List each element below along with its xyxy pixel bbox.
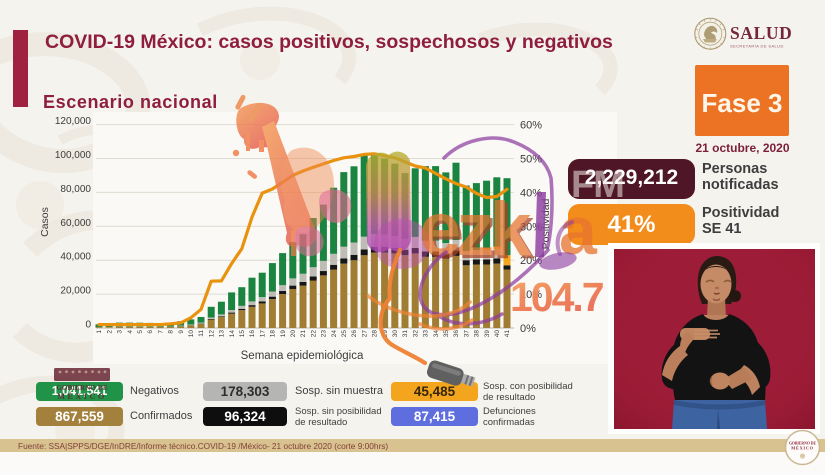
svg-text:8: 8 — [168, 330, 175, 334]
svg-text:7: 7 — [157, 330, 164, 334]
svg-text:Semana epidemiológica: Semana epidemiológica — [241, 350, 364, 362]
svg-text:MÉXICO: MÉXICO — [57, 391, 107, 401]
svg-text:14: 14 — [229, 330, 236, 338]
svg-text:10: 10 — [188, 330, 195, 338]
svg-text:40,000: 40,000 — [60, 252, 91, 263]
svg-text:12: 12 — [208, 330, 215, 338]
svg-text:17: 17 — [259, 330, 266, 338]
svg-text:5: 5 — [137, 330, 144, 334]
svg-text:36: 36 — [453, 330, 460, 338]
svg-text:26: 26 — [351, 330, 358, 338]
svg-text:10%: 10% — [520, 289, 542, 301]
svg-text:2: 2 — [106, 330, 113, 334]
svg-text:25: 25 — [341, 330, 348, 338]
svg-text:13: 13 — [219, 330, 226, 338]
svg-text:9: 9 — [178, 330, 185, 334]
svg-text:GOBIERNO DE: GOBIERNO DE — [56, 384, 108, 392]
svg-text:20,000: 20,000 — [60, 286, 91, 297]
svg-text:20: 20 — [290, 330, 297, 338]
svg-text:32: 32 — [412, 330, 419, 338]
svg-text:GOBIERNO DE: GOBIERNO DE — [789, 442, 817, 446]
svg-text:60%: 60% — [520, 120, 542, 132]
svg-text:40: 40 — [494, 330, 501, 338]
svg-text:24: 24 — [331, 330, 338, 338]
svg-text:18: 18 — [270, 330, 277, 338]
svg-text:4: 4 — [127, 330, 134, 334]
svg-text:FM: FM — [571, 164, 624, 206]
svg-text:37: 37 — [463, 330, 470, 338]
svg-text:16: 16 — [249, 330, 256, 338]
svg-text:3: 3 — [117, 330, 124, 334]
svg-text:19: 19 — [280, 330, 287, 338]
svg-text:104.7: 104.7 — [510, 274, 603, 320]
svg-text:ezk: ezk — [422, 190, 535, 275]
svg-text:38: 38 — [474, 330, 481, 338]
svg-text:0: 0 — [85, 320, 91, 331]
svg-text:34: 34 — [433, 330, 440, 338]
svg-text:80,000: 80,000 — [60, 184, 91, 195]
svg-text:31: 31 — [402, 330, 409, 338]
svg-text:23: 23 — [321, 330, 328, 338]
svg-text:0%: 0% — [520, 323, 536, 335]
svg-text:Casos: Casos — [39, 207, 51, 237]
svg-text:1: 1 — [96, 330, 103, 334]
svg-text:11: 11 — [198, 330, 205, 337]
svg-text:39: 39 — [484, 330, 491, 338]
svg-text:15: 15 — [239, 330, 246, 338]
svg-text:100,000: 100,000 — [55, 150, 92, 161]
svg-text:21: 21 — [300, 330, 307, 338]
svg-text:MÉXICO: MÉXICO — [791, 446, 813, 451]
svg-text:30: 30 — [392, 330, 399, 338]
svg-text:120,000: 120,000 — [55, 116, 92, 127]
svg-text:27: 27 — [361, 330, 368, 338]
svg-text:6: 6 — [147, 330, 154, 334]
svg-text:41: 41 — [504, 330, 511, 338]
svg-text:28: 28 — [372, 330, 379, 338]
svg-text:SALUD: SALUD — [730, 23, 792, 43]
svg-text:SECRETARÍA DE SALUD: SECRETARÍA DE SALUD — [730, 44, 784, 49]
svg-text:33: 33 — [423, 330, 430, 338]
svg-text:40%: 40% — [520, 187, 542, 199]
svg-text:29: 29 — [382, 330, 389, 338]
svg-text:60,000: 60,000 — [60, 218, 91, 229]
svg-text:35: 35 — [443, 330, 450, 338]
svg-text:22: 22 — [310, 330, 317, 338]
